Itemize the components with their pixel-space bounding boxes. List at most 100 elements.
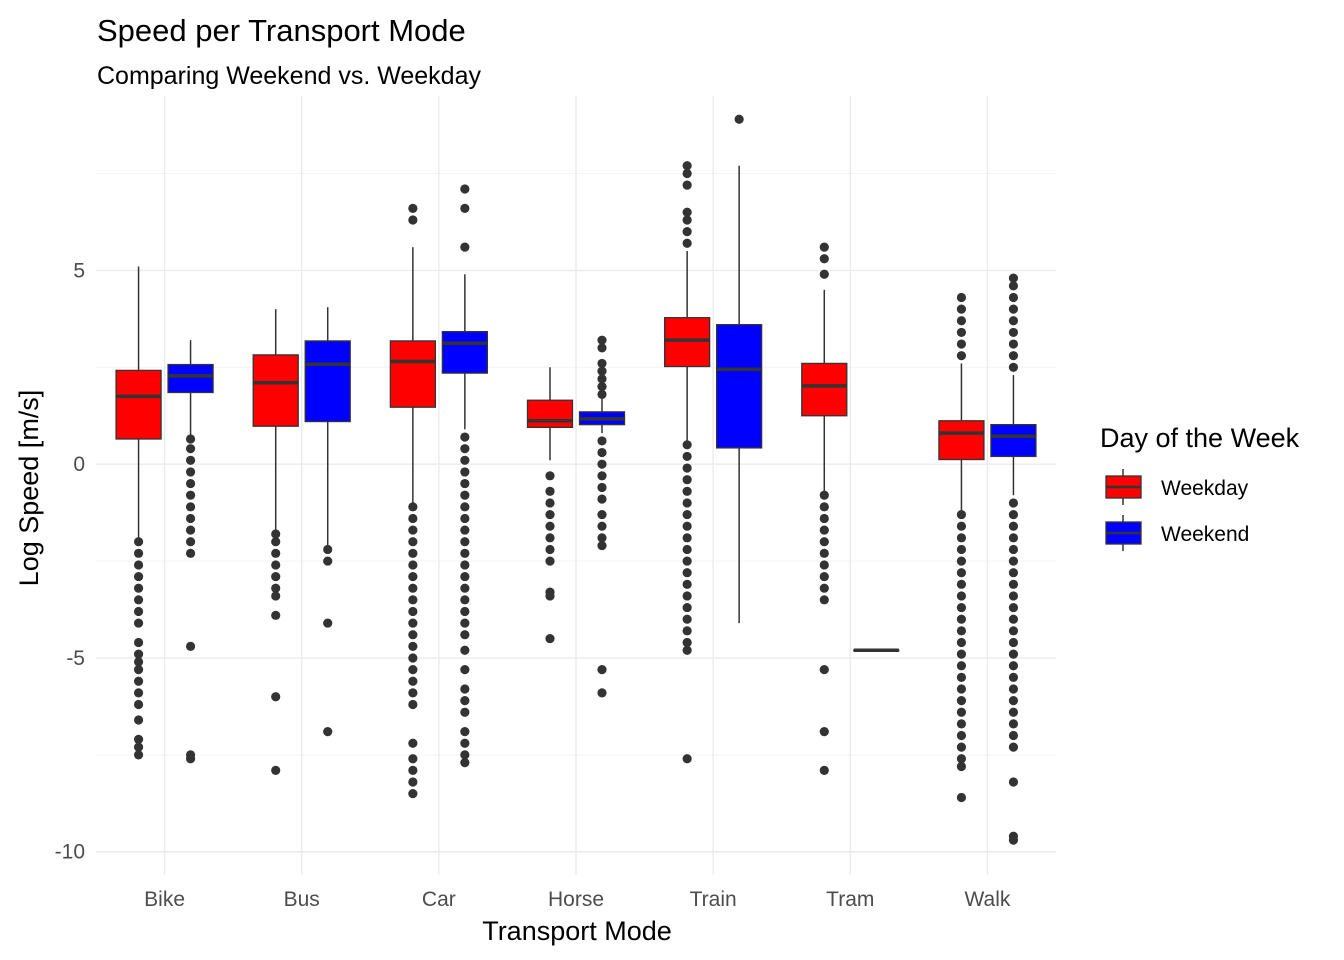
outlier-point [1008, 591, 1019, 601]
outlier-point [460, 695, 470, 706]
outlier-point [408, 203, 418, 213]
outlier-point [133, 595, 144, 605]
outlier-point [133, 548, 144, 558]
outlier-point [597, 436, 607, 446]
outlier-point [271, 692, 281, 702]
outlier-point [1008, 835, 1019, 845]
outlier-point [545, 591, 555, 601]
outlier-point [408, 777, 418, 787]
outlier-point [460, 583, 470, 593]
outlier-point [956, 521, 967, 531]
outlier-point [956, 719, 967, 729]
outlier-point [682, 475, 692, 485]
box-body [990, 424, 1037, 458]
outlier-point [185, 455, 196, 465]
legend-label: Weekday [1161, 477, 1249, 500]
outlier-point [185, 537, 196, 547]
outlier-point [597, 366, 607, 376]
y-tick-label: -5 [66, 647, 85, 670]
outlier-point [133, 537, 144, 547]
outlier-point [408, 738, 418, 748]
x-tick-label: Bike [144, 888, 185, 911]
outlier-point [133, 664, 144, 675]
outlier-point [682, 637, 692, 648]
outlier-point [819, 537, 829, 547]
outlier-point [408, 754, 418, 764]
outlier-point [1008, 602, 1019, 613]
outlier-point [460, 618, 470, 628]
outlier-point [956, 626, 967, 636]
outlier-point [185, 548, 196, 558]
outlier-point [819, 727, 829, 737]
box-weekday-bike [115, 266, 162, 760]
outlier-point [133, 649, 144, 659]
outlier-point [682, 614, 692, 624]
outlier-point [1008, 777, 1019, 787]
outlier-point [1008, 614, 1019, 624]
outlier-point [460, 203, 470, 213]
outlier-point [185, 444, 196, 454]
outlier-point [597, 382, 607, 392]
outlier-point [682, 533, 692, 543]
outlier-point [460, 502, 470, 512]
outlier-point [545, 633, 555, 644]
outlier-point [682, 556, 692, 566]
outlier-point [1008, 730, 1019, 741]
outlier-point [682, 486, 692, 496]
box-weekday-train [663, 161, 711, 764]
outlier-point [597, 459, 607, 469]
outlier-point [460, 707, 470, 717]
outlier-point [133, 657, 144, 667]
outlier-point [597, 374, 607, 384]
outlier-point [597, 540, 607, 551]
grid [96, 96, 1056, 875]
outlier-point [460, 490, 470, 500]
outlier-point [133, 571, 144, 582]
outlier-point [271, 765, 281, 775]
outlier-point [185, 641, 196, 651]
outlier-point [133, 618, 144, 628]
outlier-point [956, 707, 967, 717]
outlier-point [460, 560, 470, 570]
outlier-point [597, 688, 607, 698]
outlier-point [819, 254, 829, 264]
outlier-point [819, 664, 829, 675]
outlier-point [1008, 742, 1019, 752]
outlier-point [460, 444, 470, 454]
outlier-point [460, 455, 470, 465]
outlier-point [1008, 292, 1019, 303]
outlier-point [1008, 695, 1019, 706]
outlier-point [1008, 339, 1019, 349]
outlier-point [408, 583, 418, 593]
outlier-point [133, 560, 144, 570]
outlier-point [185, 478, 196, 489]
outlier-point [1008, 351, 1019, 361]
x-axis-title: Transport Mode [482, 916, 672, 946]
outlier-point [1008, 556, 1019, 566]
legend-entry-weekday: Weekday [1105, 469, 1249, 505]
outlier-point [408, 699, 418, 710]
outlier-point [956, 730, 967, 741]
outlier-point [1008, 649, 1019, 659]
outlier-point [460, 432, 470, 442]
outlier-point [133, 742, 144, 752]
box-body [938, 420, 985, 461]
outlier-point [323, 544, 333, 555]
outlier-point [682, 568, 692, 578]
outlier-point [1008, 327, 1019, 338]
outlier-point [956, 591, 967, 601]
outlier-point [956, 661, 967, 671]
outlier-point [597, 494, 607, 504]
outlier-point [956, 533, 967, 543]
outlier-point [1008, 316, 1019, 326]
outlier-point [682, 645, 692, 655]
outlier-point [408, 502, 418, 512]
outlier-point [545, 521, 555, 531]
outlier-point [682, 602, 692, 613]
outlier-point [1008, 544, 1019, 555]
box-weekday-bus [252, 309, 299, 775]
outlier-point [597, 358, 607, 369]
outlier-point [1008, 533, 1019, 543]
y-axis-title: Log Speed [m/s] [14, 390, 44, 587]
x-axis-ticks: Bike Bus Car Horse Train Tram Walk [144, 888, 1011, 911]
